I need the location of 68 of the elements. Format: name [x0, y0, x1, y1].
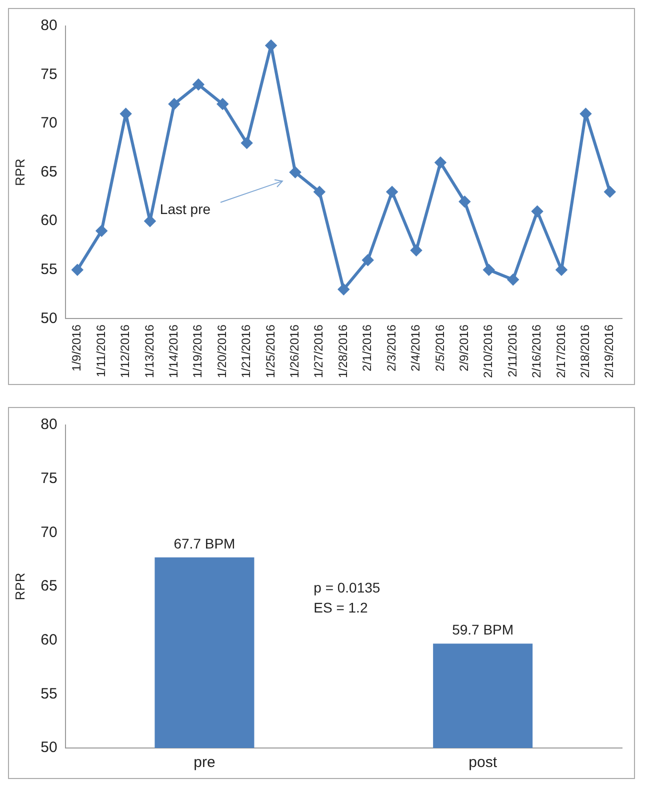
point [72, 264, 83, 276]
point [556, 264, 567, 276]
x-tick-label: 2/5/2016 [432, 324, 447, 372]
x-tick-label: 2/19/2016 [602, 324, 616, 378]
point [192, 79, 204, 90]
y-axis-title: RPR [12, 572, 28, 600]
text: 59.7 BPM [452, 621, 514, 638]
x-tick-label: 1/12/2016 [118, 324, 132, 378]
x-tick-label: 1/27/2016 [312, 324, 326, 378]
y-tick-label: 80 [40, 416, 58, 434]
x-tick-label: 2/9/2016 [456, 324, 471, 372]
y-tick-label: 65 [40, 163, 58, 180]
annotation: Last pre [160, 201, 211, 218]
point [483, 264, 494, 276]
x-tick-label: 2/3/2016 [384, 324, 398, 372]
x-tick-label: 1/9/2016 [70, 324, 84, 372]
x-tick-label: 1/28/2016 [336, 324, 350, 378]
point [96, 225, 108, 236]
x-tick-label: post [468, 754, 498, 772]
point [168, 98, 180, 110]
point [410, 244, 422, 256]
point [386, 186, 398, 198]
point [338, 284, 350, 295]
x-tick-label: 1/20/2016 [214, 324, 229, 378]
x-tick-label: 1/26/2016 [288, 324, 302, 378]
x-tick-label: 1/13/2016 [142, 324, 156, 378]
point [434, 157, 446, 168]
annotation: p = 0.0135 [314, 579, 380, 596]
x-tick-label: 2/4/2016 [408, 324, 423, 372]
y-tick-label: 75 [40, 66, 58, 83]
annotation: ES = 1.2 [314, 599, 368, 616]
point [508, 274, 519, 286]
y-tick-label: 75 [40, 470, 58, 487]
point [314, 186, 325, 198]
point [290, 166, 301, 178]
x-tick-label: 1/21/2016 [239, 324, 254, 378]
y-tick-label: 50 [40, 310, 58, 327]
y-tick-label: 55 [40, 260, 58, 278]
x-tick-label: 2/18/2016 [578, 324, 592, 378]
x-tick-label: pre [194, 754, 216, 772]
x-tick-label: 1/14/2016 [166, 324, 181, 378]
point [580, 108, 592, 120]
y-tick-label: 60 [40, 212, 58, 230]
point [532, 206, 543, 217]
x-tick-label: 2/10/2016 [481, 324, 496, 378]
y-tick-label: 55 [40, 685, 58, 702]
point [120, 108, 132, 120]
y-tick-label: 50 [40, 739, 58, 756]
x-tick-label: 1/25/2016 [263, 324, 278, 378]
point [217, 98, 228, 110]
point [241, 138, 252, 149]
y-tick-label: 65 [40, 578, 58, 595]
x-tick-label: 1/19/2016 [190, 324, 205, 378]
x-tick-label: 2/16/2016 [530, 324, 544, 378]
x-tick-label: 1/11/2016 [94, 324, 108, 378]
point [604, 186, 616, 198]
y-tick-label: 70 [40, 114, 58, 132]
y-tick-label: 80 [40, 17, 58, 34]
y-tick-label: 60 [40, 631, 58, 648]
point [459, 196, 470, 208]
y-tick-label: 70 [40, 524, 58, 541]
text: 67.7 BPM [174, 535, 236, 552]
x-tick-label: 2/11/2016 [505, 324, 520, 378]
point [362, 254, 374, 266]
x-tick-label: 2/1/2016 [360, 324, 374, 372]
point [144, 216, 156, 227]
y-axis-title: RPR [12, 158, 28, 186]
x-tick-label: 2/17/2016 [554, 324, 568, 378]
